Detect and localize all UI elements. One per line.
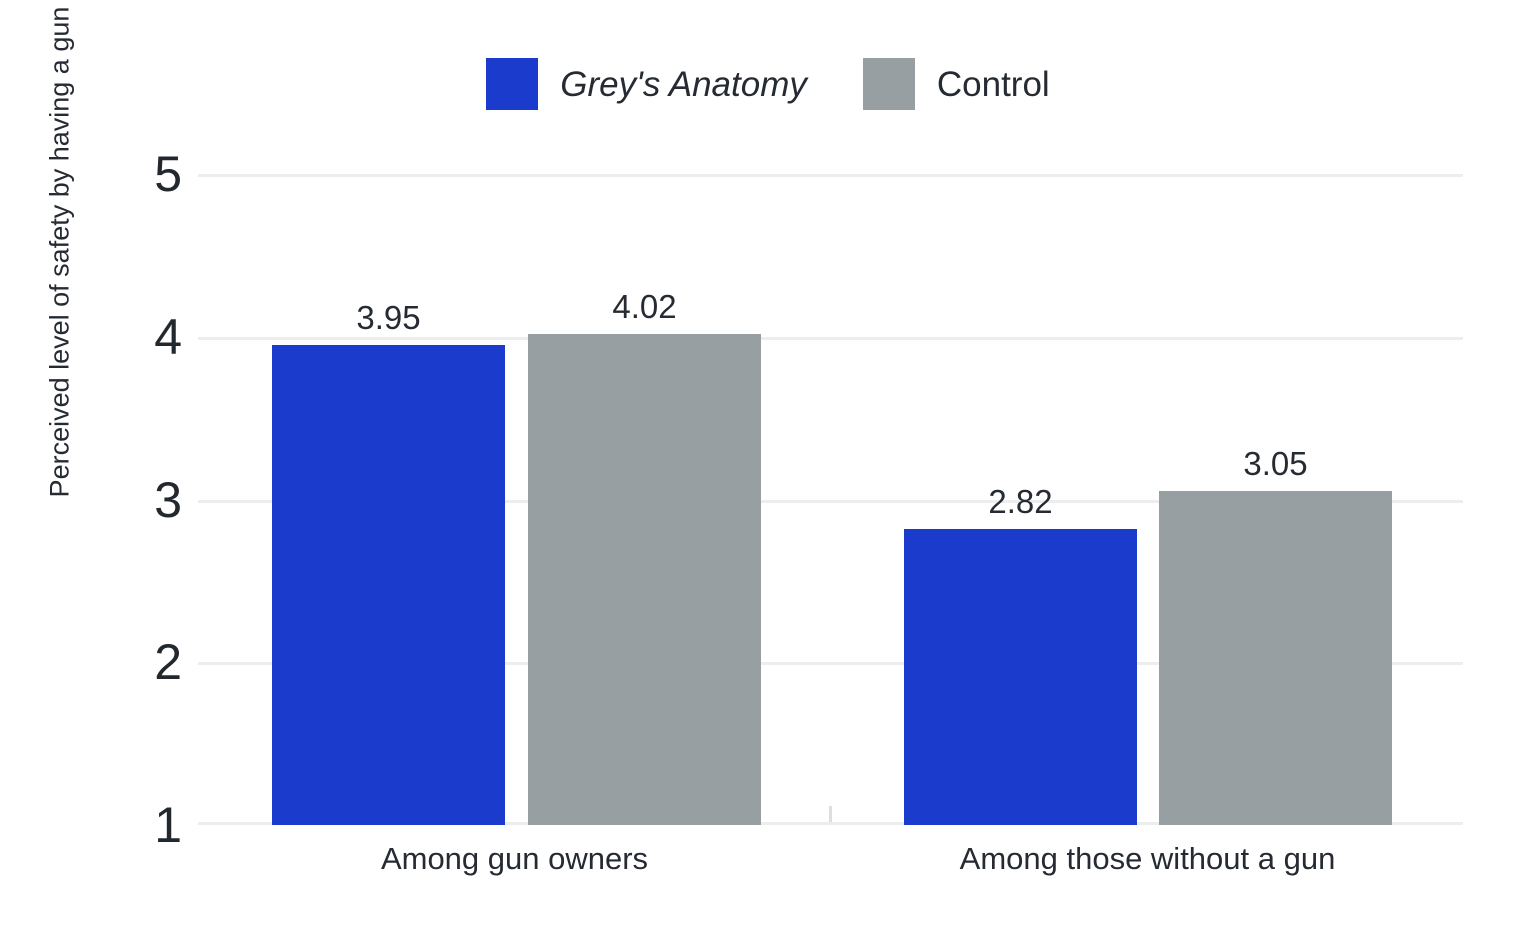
x-category-label-gun-owners: Among gun owners xyxy=(380,841,649,876)
bar-value-greys-anatomy-without-gun: 2.82 xyxy=(988,483,1053,520)
legend-label-control: Control xyxy=(936,64,1050,104)
bar-greys-anatomy-without-gun[interactable] xyxy=(904,529,1137,825)
gridline-3 xyxy=(198,499,1463,503)
category-group-separator xyxy=(829,806,832,822)
legend-swatch-greys-anatomy xyxy=(486,58,539,110)
bar-value-control-without-gun: 3.05 xyxy=(1243,445,1308,482)
y-tick-label-2: 2 xyxy=(154,634,182,690)
y-tick-label-1: 1 xyxy=(154,797,182,853)
chart-legend: Grey's Anatomy Control xyxy=(0,58,1536,110)
y-axis-title: Perceived level of safety by having a gu… xyxy=(44,0,75,498)
gridline-1-baseline xyxy=(198,822,1463,825)
bar-value-greys-anatomy-gun-owners: 3.95 xyxy=(356,299,421,336)
gridline-5 xyxy=(198,174,1463,177)
bar-greys-anatomy-gun-owners[interactable] xyxy=(272,345,505,825)
gridline-4 xyxy=(198,336,1463,340)
legend-item-control: Control xyxy=(862,58,1050,110)
y-tick-label-4: 4 xyxy=(154,309,182,365)
legend-item-greys-anatomy: Grey's Anatomy xyxy=(486,58,807,110)
legend-swatch-control xyxy=(862,58,915,110)
x-category-label-without-gun: Among those without a gun xyxy=(959,841,1336,876)
bar-control-without-gun[interactable] xyxy=(1159,491,1392,825)
y-tick-label-3: 3 xyxy=(154,472,182,528)
y-tick-label-5: 5 xyxy=(154,146,182,202)
bar-value-control-gun-owners: 4.02 xyxy=(612,288,677,325)
legend-label-greys-anatomy: Grey's Anatomy xyxy=(560,64,807,104)
gridline-2 xyxy=(198,662,1463,666)
plot-area: 3.95 4.02 2.82 3.05 xyxy=(198,174,1463,825)
bar-control-gun-owners[interactable] xyxy=(528,334,761,825)
